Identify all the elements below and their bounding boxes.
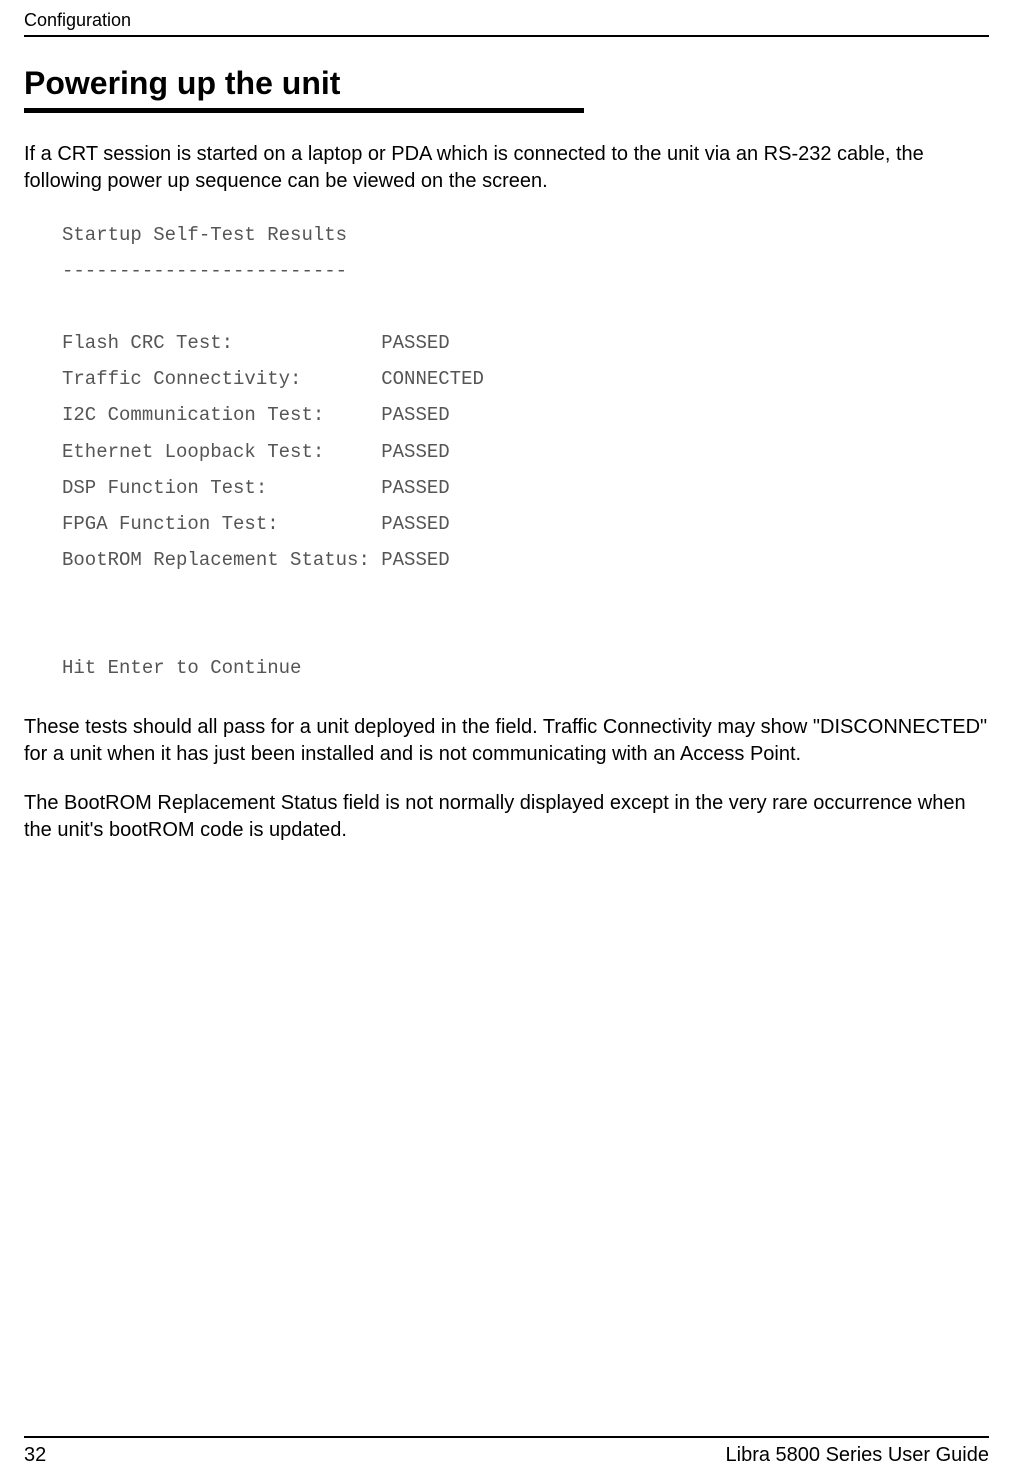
- page-number: 32: [24, 1444, 46, 1467]
- body-paragraph-3: The BootROM Replacement Status field is …: [24, 790, 989, 844]
- bottom-rule: [24, 1436, 989, 1438]
- intro-paragraph: If a CRT session is started on a laptop …: [24, 141, 989, 195]
- book-title: Libra 5800 Series User Guide: [726, 1444, 989, 1467]
- body-paragraph-2: These tests should all pass for a unit d…: [24, 714, 989, 768]
- running-head: Configuration: [24, 10, 989, 31]
- top-rule: [24, 35, 989, 37]
- section-title: Powering up the unit: [24, 65, 989, 102]
- terminal-output: Startup Self-Test Results --------------…: [62, 217, 989, 686]
- page: Configuration Powering up the unit If a …: [0, 0, 1013, 844]
- section-underline: [24, 108, 584, 113]
- footer-row: 32 Libra 5800 Series User Guide: [24, 1444, 989, 1467]
- page-footer: 32 Libra 5800 Series User Guide: [24, 1436, 989, 1467]
